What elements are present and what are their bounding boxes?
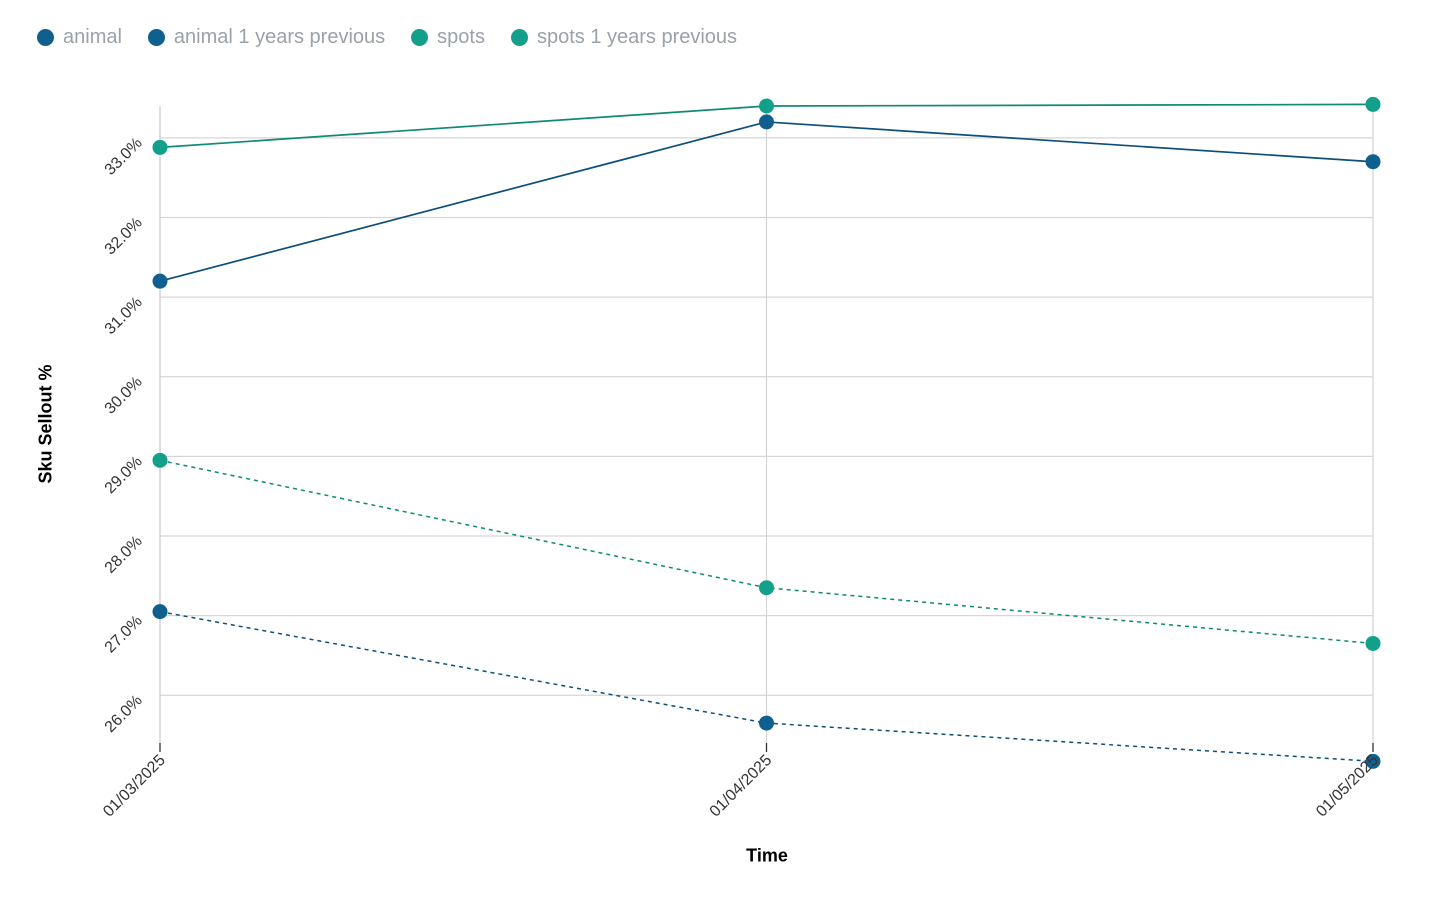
- legend-label: animal: [63, 25, 122, 48]
- data-point: [759, 715, 774, 731]
- legend-item-animal-previous[interactable]: animal 1 years previous: [147, 25, 386, 49]
- y-tick-label: 30.0%: [102, 374, 146, 418]
- legend-item-animal[interactable]: animal: [37, 26, 122, 49]
- tick-labels: 26.0% 27.0% 28.0% 29.0% 30.0% 31.0% 32.0% 33.0%…: [100, 135, 1382, 821]
- legend-label: spots 1 years previous: [536, 25, 738, 48]
- y-tick-label: 32.0%: [102, 214, 146, 258]
- data-point: [1365, 753, 1381, 769]
- legend-item-spots[interactable]: spots: [411, 26, 485, 49]
- data-point: [759, 98, 774, 114]
- x-tick-label: 01/05/2025: [1313, 752, 1382, 821]
- data-point: [1365, 154, 1381, 170]
- x-axis-title: Time: [746, 845, 788, 866]
- x-tick-label: 01/04/2025: [707, 752, 776, 821]
- y-axis-title: Sku Sellout %: [35, 364, 56, 484]
- legend-label: spots: [437, 25, 485, 48]
- legend-item-spots-previous[interactable]: spots 1 years previous: [510, 25, 738, 49]
- data-point: [1365, 635, 1381, 651]
- legend-swatch-spots-previous: [510, 28, 528, 46]
- axis-layer: [159, 106, 1374, 752]
- data-point: [152, 452, 168, 468]
- y-tick-label: 28.0%: [102, 533, 146, 577]
- data-point: [152, 139, 168, 155]
- series-points: [152, 96, 1381, 769]
- data-point: [152, 604, 168, 620]
- grid-layer: [160, 106, 1374, 743]
- legend: animal animal 1 years previous spots spo…: [37, 24, 763, 50]
- y-tick-label: 29.0%: [102, 453, 146, 497]
- y-tick-label: 26.0%: [102, 692, 146, 736]
- legend-swatch-animal-previous: [147, 28, 165, 46]
- y-tick-label: 33.0%: [102, 135, 146, 179]
- data-point: [759, 114, 774, 130]
- y-tick-label: 31.0%: [102, 294, 146, 338]
- data-point: [759, 580, 774, 596]
- x-tick-label: 01/03/2025: [100, 752, 169, 821]
- legend-label: animal 1 years previous: [173, 25, 386, 48]
- legend-swatch-animal: [37, 28, 54, 46]
- data-point: [152, 273, 168, 289]
- data-point: [1365, 96, 1381, 112]
- legend-swatch-spots: [411, 28, 429, 46]
- y-tick-label: 27.0%: [102, 612, 146, 656]
